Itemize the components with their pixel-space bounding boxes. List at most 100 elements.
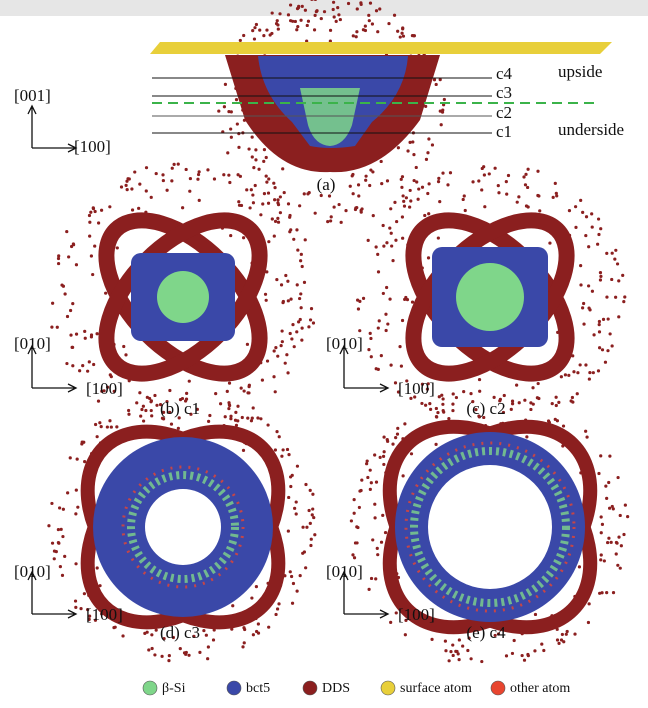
- atom: [562, 640, 565, 643]
- atom: [234, 411, 237, 414]
- atom: [235, 98, 238, 101]
- atom: [227, 407, 230, 410]
- atom: [400, 186, 403, 189]
- atom: [305, 526, 308, 529]
- atom: [373, 516, 376, 519]
- atom: [285, 353, 288, 356]
- atom: [273, 349, 276, 352]
- atom: [369, 337, 372, 340]
- atom: [608, 455, 611, 458]
- atom: [274, 346, 277, 349]
- atom: [562, 424, 565, 427]
- atom: [299, 318, 302, 321]
- atom: [600, 531, 603, 534]
- atom: [287, 202, 290, 205]
- atom: [380, 541, 383, 544]
- atom: [284, 274, 287, 277]
- atom: [384, 313, 387, 316]
- atom: [607, 481, 610, 484]
- atom: [601, 348, 604, 351]
- atom: [293, 507, 296, 510]
- atom: [287, 529, 290, 532]
- atom: [127, 409, 130, 412]
- atom: [516, 201, 519, 204]
- panel-label: (c) c2: [466, 399, 505, 418]
- axis-label: [010]: [326, 334, 363, 353]
- atom: [622, 533, 625, 536]
- atom: [310, 307, 313, 310]
- atom: [252, 166, 255, 169]
- atom: [390, 232, 393, 235]
- atom: [402, 35, 405, 38]
- atom: [455, 396, 458, 399]
- atom: [168, 654, 171, 657]
- atom: [478, 378, 481, 381]
- atom: [385, 286, 388, 289]
- atom: [242, 236, 245, 239]
- atom: [370, 577, 373, 580]
- atom: [339, 18, 342, 21]
- atom: [131, 208, 134, 211]
- atom: [403, 205, 406, 208]
- atom: [435, 407, 438, 410]
- atom: [384, 531, 387, 534]
- atom: [442, 409, 445, 412]
- atom: [337, 13, 340, 16]
- atom: [362, 28, 365, 31]
- atom: [333, 205, 336, 208]
- atom: [314, 14, 317, 17]
- atom: [458, 658, 461, 661]
- atom: [289, 3, 292, 6]
- atom: [242, 449, 245, 452]
- atom: [239, 175, 242, 178]
- atom: [66, 491, 69, 494]
- atom: [286, 448, 289, 451]
- atom: [219, 402, 222, 405]
- atom: [396, 30, 399, 33]
- atom: [189, 177, 192, 180]
- atom: [330, 215, 333, 218]
- atom: [389, 364, 392, 367]
- atom: [369, 168, 372, 171]
- atom: [263, 148, 266, 151]
- atom: [94, 423, 97, 426]
- atom: [120, 185, 123, 188]
- atom: [611, 252, 614, 255]
- atom: [61, 574, 64, 577]
- atom: [222, 173, 225, 176]
- atom: [578, 565, 581, 568]
- atom: [303, 192, 306, 195]
- atom: [229, 234, 232, 237]
- atom: [171, 167, 174, 170]
- atom: [440, 123, 443, 126]
- atom: [585, 215, 588, 218]
- atom: [616, 564, 619, 567]
- atom: [353, 498, 356, 501]
- atom: [458, 638, 461, 641]
- atom: [560, 375, 563, 378]
- atom: [315, 10, 318, 13]
- atom: [251, 29, 254, 32]
- atom: [294, 20, 297, 23]
- atom: [336, 6, 339, 9]
- atom: [332, 8, 335, 11]
- atom: [61, 535, 64, 538]
- atom: [402, 194, 405, 197]
- atom: [373, 453, 376, 456]
- atom: [298, 297, 301, 300]
- atom: [281, 167, 284, 170]
- atom: [555, 396, 558, 399]
- atom: [605, 252, 608, 255]
- atom: [386, 179, 389, 182]
- atom: [609, 332, 612, 335]
- atom: [187, 654, 190, 657]
- atom: [423, 214, 426, 217]
- atom: [370, 355, 373, 358]
- atom: [265, 180, 268, 183]
- atom: [337, 203, 340, 206]
- atom: [611, 505, 614, 508]
- atom: [328, 194, 331, 197]
- atom: [443, 98, 446, 101]
- atom: [307, 325, 310, 328]
- atom: [374, 577, 377, 580]
